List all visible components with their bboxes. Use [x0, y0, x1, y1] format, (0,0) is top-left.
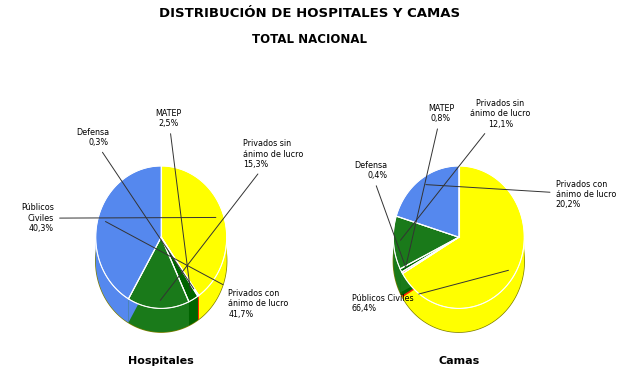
Polygon shape: [189, 296, 198, 325]
Polygon shape: [128, 299, 189, 332]
Text: TOTAL NACIONAL: TOTAL NACIONAL: [252, 33, 368, 46]
Polygon shape: [402, 237, 459, 296]
Text: Hospitales: Hospitales: [128, 356, 194, 366]
Polygon shape: [95, 166, 161, 299]
Polygon shape: [198, 296, 199, 320]
Text: Camas: Camas: [438, 356, 479, 366]
Text: MATEP
0,8%: MATEP 0,8%: [406, 104, 454, 265]
Text: Privados sin
ánimo de lucro
12,1%: Privados sin ánimo de lucro 12,1%: [401, 99, 531, 240]
Polygon shape: [402, 237, 459, 296]
Polygon shape: [402, 237, 459, 297]
Polygon shape: [393, 190, 525, 332]
Polygon shape: [128, 237, 161, 323]
Polygon shape: [161, 237, 189, 325]
Polygon shape: [402, 237, 459, 273]
Text: MATEP
2,5%: MATEP 2,5%: [156, 109, 190, 291]
Polygon shape: [400, 237, 459, 272]
Text: Públicos
Civiles
40,3%: Públicos Civiles 40,3%: [21, 203, 216, 233]
Polygon shape: [161, 237, 199, 296]
Text: Privados con
ánimo de lucro
41,7%: Privados con ánimo de lucro 41,7%: [105, 222, 288, 319]
Polygon shape: [393, 216, 459, 269]
Text: Privados sin
ánimo de lucro
15,3%: Privados sin ánimo de lucro 15,3%: [160, 139, 303, 300]
Polygon shape: [400, 237, 459, 293]
Polygon shape: [402, 236, 525, 332]
Polygon shape: [402, 166, 525, 308]
Polygon shape: [400, 237, 459, 293]
Polygon shape: [161, 166, 227, 296]
Polygon shape: [393, 236, 400, 293]
Polygon shape: [161, 237, 198, 320]
Polygon shape: [199, 238, 227, 319]
Text: DISTRIBUCIÓN DE HOSPITALES Y CAMAS: DISTRIBUCIÓN DE HOSPITALES Y CAMAS: [159, 7, 461, 20]
Polygon shape: [396, 166, 459, 237]
Polygon shape: [161, 237, 198, 302]
Polygon shape: [161, 237, 199, 319]
Polygon shape: [400, 269, 402, 296]
Polygon shape: [161, 237, 199, 319]
Polygon shape: [95, 236, 128, 323]
Polygon shape: [95, 190, 227, 332]
Text: Públicos Civiles
66,4%: Públicos Civiles 66,4%: [352, 270, 508, 314]
Polygon shape: [161, 237, 198, 320]
Text: Defensa
0,3%: Defensa 0,3%: [76, 128, 194, 289]
Polygon shape: [161, 237, 189, 325]
Polygon shape: [402, 237, 459, 297]
Polygon shape: [128, 237, 161, 323]
Polygon shape: [128, 237, 189, 308]
Text: Defensa
0,4%: Defensa 0,4%: [354, 161, 405, 267]
Text: Privados con
ánimo de lucro
20,2%: Privados con ánimo de lucro 20,2%: [426, 180, 616, 209]
